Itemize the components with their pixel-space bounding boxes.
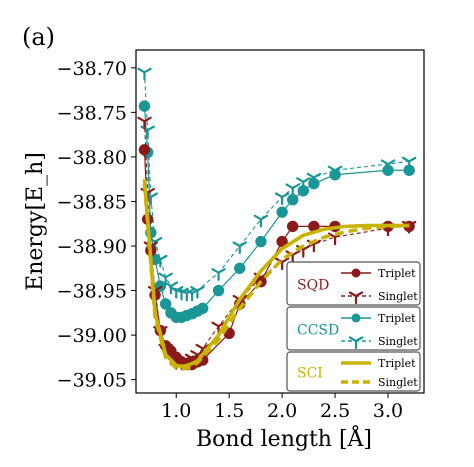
legend-entry-label: Singlet bbox=[378, 290, 418, 303]
series-sci-singlet bbox=[142, 183, 410, 371]
data-point bbox=[138, 100, 151, 112]
legend-box bbox=[286, 261, 421, 306]
y-axis-label: Energy[E_h] bbox=[23, 152, 48, 291]
y-tick-label: −38.70 bbox=[57, 58, 127, 80]
data-point bbox=[137, 67, 152, 81]
series-line bbox=[142, 183, 410, 371]
legend-entry-label: Singlet bbox=[378, 376, 418, 389]
y-tick-label: −38.75 bbox=[57, 102, 127, 124]
data-point bbox=[285, 183, 300, 197]
y-tick-label: −38.95 bbox=[57, 281, 127, 303]
x-tick-label: 1.0 bbox=[161, 400, 191, 422]
x-tick-label: 2.0 bbox=[267, 400, 297, 422]
data-point bbox=[297, 185, 309, 197]
data-point bbox=[329, 169, 341, 181]
plot-frame bbox=[135, 49, 425, 394]
data-point bbox=[274, 192, 290, 206]
panel-label: (a) bbox=[22, 23, 55, 51]
series-sci-triplet bbox=[142, 179, 410, 369]
y-tick-label: −39.00 bbox=[57, 325, 127, 347]
x-tick-label: 3.0 bbox=[373, 400, 403, 422]
y-tick-label: −39.05 bbox=[57, 370, 127, 392]
legend-method-label: CCSD bbox=[297, 323, 339, 339]
x-tick-label: 2.5 bbox=[320, 400, 350, 422]
data-point bbox=[348, 336, 364, 350]
plot-series bbox=[137, 67, 417, 371]
data-point bbox=[212, 284, 225, 297]
data-point bbox=[403, 164, 415, 176]
data-point bbox=[197, 302, 209, 315]
legend-group-sqd: SQD Triplet Singlet bbox=[286, 261, 421, 306]
data-point bbox=[287, 193, 299, 206]
data-point bbox=[253, 214, 269, 228]
series-line bbox=[143, 72, 410, 294]
data-point bbox=[276, 206, 288, 218]
legend-box bbox=[286, 306, 421, 351]
legend: SQD Triplet Singlet CCSD Triplet Singlet SCI Tr… bbox=[286, 261, 421, 392]
legend-entry-label: Triplet bbox=[378, 267, 416, 280]
data-point bbox=[190, 285, 205, 299]
data-point bbox=[138, 144, 151, 156]
y-tick-label: −38.80 bbox=[57, 147, 127, 169]
legend-method-label: SCI bbox=[297, 366, 323, 382]
data-point bbox=[232, 241, 247, 255]
data-point bbox=[159, 298, 172, 310]
data-point bbox=[234, 262, 246, 274]
data-point bbox=[287, 220, 299, 233]
data-point bbox=[348, 291, 364, 305]
data-point bbox=[137, 116, 152, 130]
legend-entry-label: Triplet bbox=[378, 357, 416, 370]
legend-entry-label: Triplet bbox=[378, 312, 416, 325]
data-point bbox=[308, 177, 320, 190]
x-axis-label: Bond length [Å] bbox=[196, 424, 372, 452]
data-point bbox=[255, 235, 267, 248]
axes: 1.0 1.5 2.0 2.5 3.0 −38.70 −38.75 −38.80 −38.85 −… bbox=[23, 49, 425, 452]
series-line bbox=[142, 179, 410, 369]
legend-group-ccsd: CCSD Triplet Singlet bbox=[286, 306, 421, 351]
legend-box bbox=[286, 351, 421, 392]
legend-method-label: SQD bbox=[297, 278, 329, 294]
x-tick-label: 1.5 bbox=[214, 400, 244, 422]
data-point bbox=[382, 164, 394, 176]
data-point bbox=[211, 268, 226, 281]
y-tick-label: −38.90 bbox=[57, 236, 127, 258]
legend-swatch-marker bbox=[351, 313, 361, 323]
y-tick-label: −38.85 bbox=[57, 191, 127, 213]
legend-entry-label: Singlet bbox=[378, 335, 418, 348]
legend-group-sci: SCI Triplet Singlet bbox=[286, 351, 421, 392]
legend-swatch-marker bbox=[351, 268, 361, 278]
